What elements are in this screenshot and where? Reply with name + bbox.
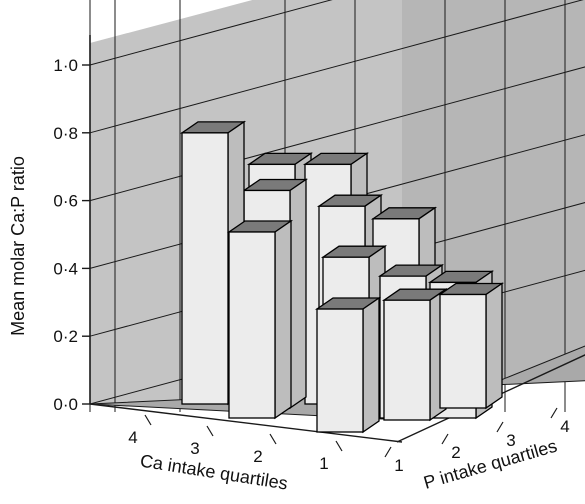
bar-1-7 [437, 282, 505, 410]
y-tick-label: 0·0 [53, 395, 78, 414]
gridline [89, 0, 333, 66]
ca-quartile-label: 4 [128, 428, 137, 447]
ca-quartile-label: 1 [319, 454, 328, 473]
bar-side [362, 296, 380, 434]
ca-quartile-label: 3 [190, 439, 199, 458]
x-axis-title-p: P intake quartiles [421, 436, 559, 493]
y-tick-label: 0·6 [53, 192, 78, 211]
y-tick-label: 0·2 [53, 327, 78, 346]
bar-front [181, 132, 229, 405]
p-quartile-label: 1 [394, 456, 403, 475]
p-quartile-label: 4 [560, 417, 569, 436]
bar-side [289, 178, 307, 410]
y-tick-label: 1·0 [53, 56, 78, 75]
p-tick-mark [384, 446, 392, 458]
ca-tick-mark [144, 414, 152, 426]
ca-axis-line [89, 403, 403, 443]
bar-front [316, 308, 364, 433]
ca-tick-mark [335, 440, 343, 452]
p-quartile-label: 3 [506, 431, 515, 450]
bar-front [383, 299, 431, 421]
gridline [89, 0, 584, 134]
bar-1-6 [381, 287, 449, 422]
ca-tick-mark [269, 433, 277, 445]
p-quartile-label: 2 [451, 443, 460, 462]
p-tick-mark [550, 407, 558, 419]
bar-side [485, 282, 503, 410]
chart-bars [179, 120, 505, 434]
y-tick-label: 0·4 [53, 259, 78, 278]
y-axis-title: Mean molar Ca:P ratio [8, 156, 28, 336]
p-tick-mark [496, 421, 504, 433]
p-tick-mark [441, 433, 449, 445]
bar-front [439, 293, 487, 409]
ca-tick-mark [206, 425, 214, 437]
gridline [89, 66, 585, 202]
bar-1-1 [226, 219, 294, 420]
x-axis-title-ca: Ca intake quartiles [139, 451, 289, 494]
bar-side [274, 219, 292, 420]
bar-front [228, 231, 276, 419]
bar-1-5 [314, 296, 382, 434]
y-tick-label: 0·8 [53, 124, 78, 143]
ca-quartile-label: 2 [253, 447, 262, 466]
